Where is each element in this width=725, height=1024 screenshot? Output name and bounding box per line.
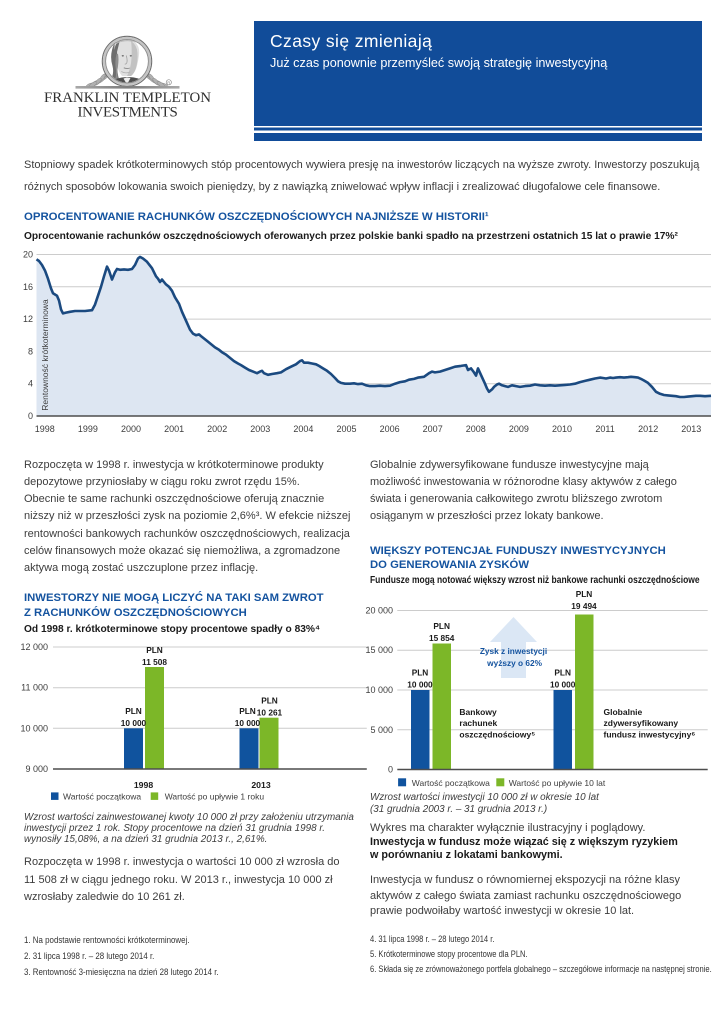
svg-text:Bankowy: Bankowy — [459, 707, 497, 717]
svg-text:PLN: PLN — [433, 621, 450, 631]
svg-text:oszczędnościowy⁵: oszczędnościowy⁵ — [459, 730, 535, 740]
svg-text:PLN: PLN — [146, 645, 163, 655]
svg-text:PLN: PLN — [576, 590, 593, 599]
svg-text:FRANKLIN TEMPLETON: FRANKLIN TEMPLETON — [44, 90, 211, 106]
svg-text:15 000: 15 000 — [365, 645, 393, 655]
svg-text:Zysk z inwestycji: Zysk z inwestycji — [480, 646, 547, 656]
svg-text:20: 20 — [23, 250, 33, 260]
svg-text:PLN: PLN — [412, 668, 429, 678]
svg-text:4: 4 — [28, 379, 33, 389]
svg-text:16: 16 — [23, 282, 33, 292]
svg-text:Wartość po upływie 1 roku: Wartość po upływie 1 roku — [165, 791, 265, 801]
svg-text:PLN: PLN — [261, 696, 278, 706]
svg-text:19 494: 19 494 — [571, 601, 597, 611]
svg-text:2009: 2009 — [509, 424, 529, 434]
svg-text:12: 12 — [23, 314, 33, 324]
svg-text:10 000: 10 000 — [235, 718, 261, 728]
svg-text:0: 0 — [388, 765, 393, 775]
svg-text:2001: 2001 — [164, 424, 184, 434]
svg-text:10 000: 10 000 — [550, 680, 576, 690]
svg-text:2013: 2013 — [251, 780, 270, 790]
svg-text:2003: 2003 — [250, 424, 270, 434]
svg-text:2008: 2008 — [466, 424, 486, 434]
svg-text:11 000: 11 000 — [21, 683, 48, 693]
svg-text:9 000: 9 000 — [25, 764, 48, 774]
svg-text:2000: 2000 — [121, 424, 141, 434]
svg-text:Wartość początkowa: Wartość początkowa — [412, 778, 490, 788]
svg-text:15 854: 15 854 — [429, 633, 455, 643]
svg-text:2010: 2010 — [552, 424, 572, 434]
svg-text:10 261: 10 261 — [257, 708, 283, 718]
svg-text:12 000: 12 000 — [20, 642, 48, 652]
svg-text:2011: 2011 — [595, 424, 614, 434]
svg-text:2012: 2012 — [638, 424, 658, 434]
svg-text:R: R — [167, 80, 170, 85]
svg-text:wyższy o 62%: wyższy o 62% — [486, 658, 543, 668]
svg-text:11 508: 11 508 — [142, 657, 167, 667]
svg-text:2005: 2005 — [336, 424, 356, 434]
svg-text:fundusz inwestycyjny⁶: fundusz inwestycyjny⁶ — [604, 730, 696, 740]
svg-text:10 000: 10 000 — [407, 680, 433, 690]
svg-text:2004: 2004 — [293, 424, 313, 434]
svg-text:zdywersyfikowany: zdywersyfikowany — [604, 718, 679, 728]
svg-text:10 000: 10 000 — [20, 723, 48, 733]
svg-text:10 000: 10 000 — [365, 685, 393, 695]
svg-text:Rentowność krótkoterminowa: Rentowność krótkoterminowa — [40, 299, 50, 411]
svg-text:5 000: 5 000 — [370, 725, 393, 735]
svg-text:1998: 1998 — [134, 780, 153, 790]
svg-text:1999: 1999 — [78, 424, 98, 434]
svg-text:10 000: 10 000 — [121, 718, 147, 728]
svg-text:INVESTMENTS: INVESTMENTS — [77, 104, 177, 120]
svg-text:2007: 2007 — [423, 424, 443, 434]
svg-text:0: 0 — [28, 411, 33, 421]
svg-text:2002: 2002 — [207, 424, 227, 434]
svg-text:rachunek: rachunek — [459, 718, 497, 728]
svg-text:Globalnie: Globalnie — [604, 707, 643, 717]
svg-text:PLN: PLN — [125, 706, 142, 716]
svg-text:Wartość po upływie 10 lat: Wartość po upływie 10 lat — [509, 778, 606, 788]
svg-text:Wartość początkowa: Wartość początkowa — [63, 791, 141, 801]
svg-text:1998: 1998 — [35, 424, 55, 434]
svg-text:2006: 2006 — [380, 424, 400, 434]
svg-text:2013: 2013 — [681, 424, 701, 434]
svg-text:PLN: PLN — [554, 668, 571, 678]
svg-text:20 000: 20 000 — [365, 606, 393, 616]
svg-text:PLN: PLN — [239, 706, 256, 716]
svg-text:8: 8 — [28, 346, 33, 356]
